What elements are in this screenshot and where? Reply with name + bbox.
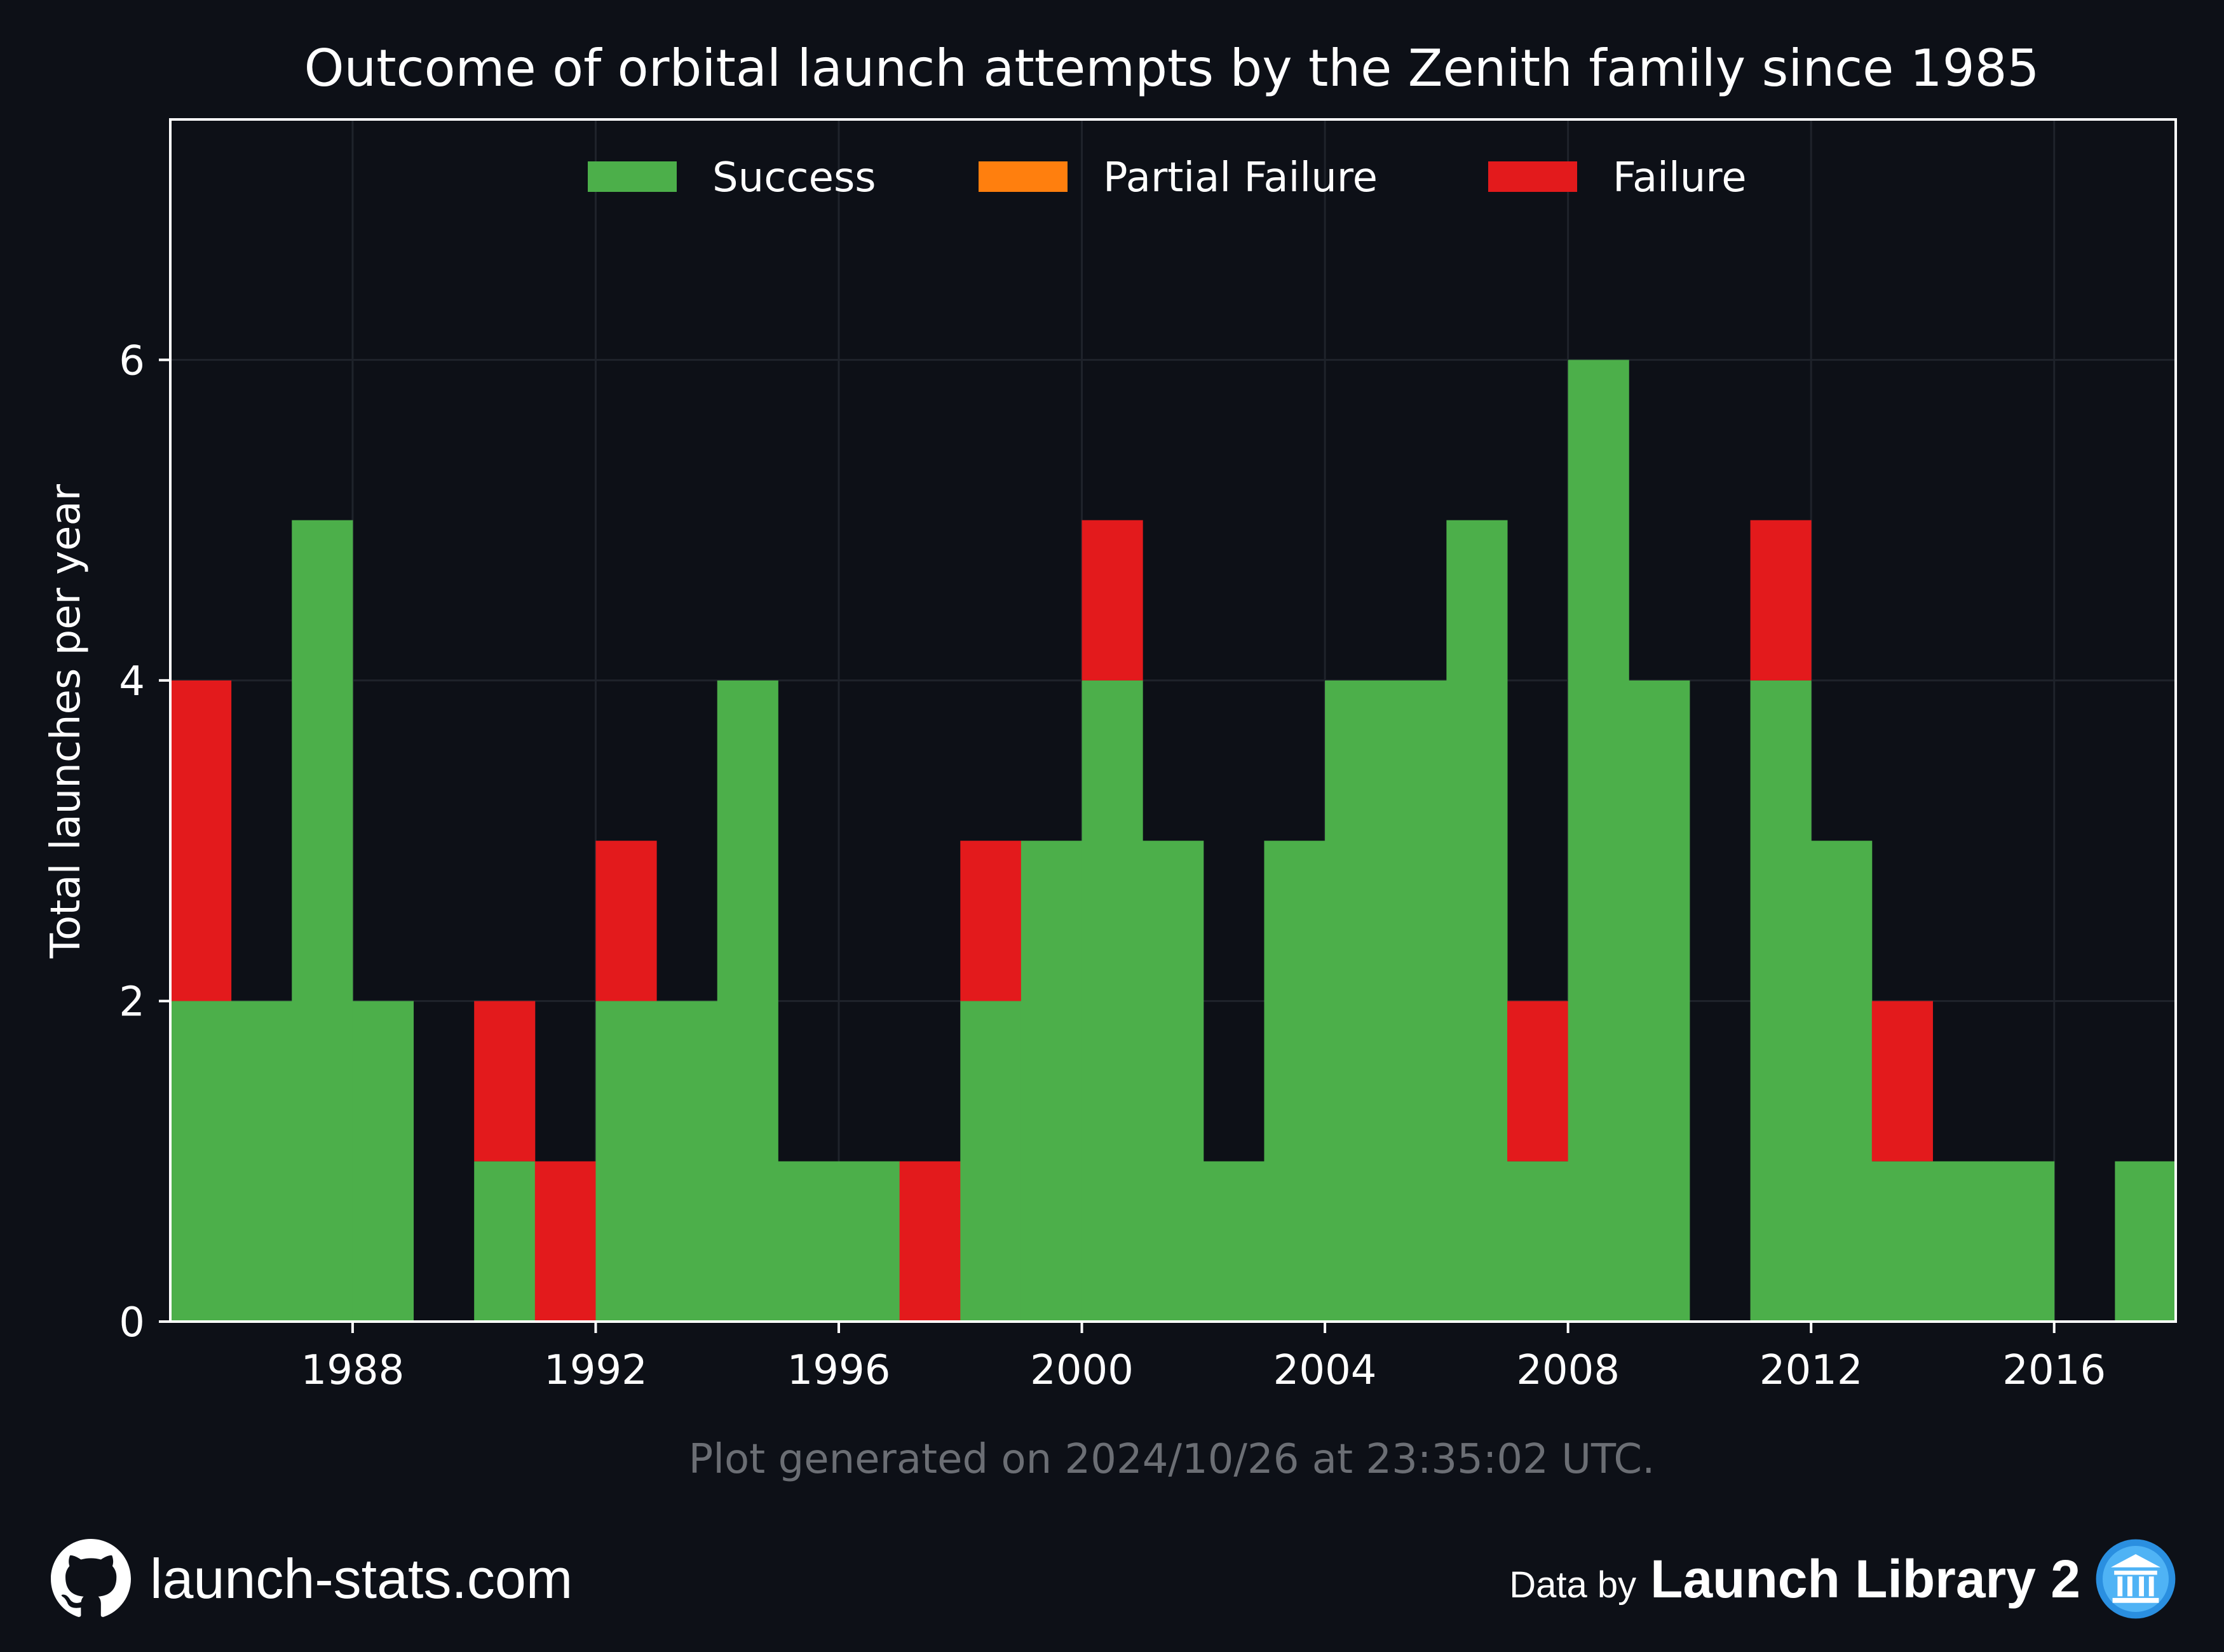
footnote: Plot generated on 2024/10/26 at 23:35:02… <box>689 1436 1655 1483</box>
bar-failure <box>170 680 232 1001</box>
legend: Success Partial Failure Failure <box>588 154 1747 201</box>
bar-failure <box>899 1161 961 1322</box>
legend-label: Success <box>712 154 876 201</box>
bar-success <box>352 1001 414 1322</box>
y-axis-label: Total launches per year <box>43 484 90 959</box>
bar-success <box>1264 841 1326 1322</box>
footer-left: launch-stats.com <box>51 1538 573 1620</box>
bar-success <box>1871 1161 1933 1322</box>
bar-success <box>1993 1161 2055 1322</box>
legend-swatch-success <box>588 161 677 192</box>
bar-failure <box>534 1161 596 1322</box>
y-tick-label: 4 <box>119 658 145 705</box>
legend-label: Partial Failure <box>1103 154 1378 201</box>
bar-success <box>1629 680 1690 1322</box>
bar-failure <box>1507 1001 1569 1161</box>
bar-success <box>595 1001 657 1322</box>
bar-success <box>1507 1161 1569 1322</box>
plot-frame <box>169 118 2177 1323</box>
github-icon[interactable] <box>51 1539 131 1619</box>
launch-library-icon <box>2096 1539 2176 1619</box>
bar-failure <box>1081 520 1143 680</box>
legend-label: Failure <box>1613 154 1747 201</box>
bar-success <box>839 1161 900 1322</box>
bar-success <box>292 520 353 1322</box>
bar-success <box>656 1001 718 1322</box>
bar-failure <box>960 841 1022 1001</box>
bar-success <box>231 1001 292 1322</box>
x-tick-label: 2016 <box>2002 1347 2106 1394</box>
bar-success <box>170 1001 232 1322</box>
bar-failure <box>474 1001 536 1161</box>
bar-success <box>1750 680 1812 1322</box>
bar-success <box>960 1001 1022 1322</box>
bar-success <box>1203 1161 1265 1322</box>
x-tick-label: 2012 <box>1760 1347 1863 1394</box>
bar-success <box>1325 680 1387 1322</box>
bar-success <box>1020 841 1083 1322</box>
chart-title: Outcome of orbital launch attempts by th… <box>304 39 2040 98</box>
y-tick-label: 6 <box>119 337 145 384</box>
x-tick-label: 1988 <box>301 1347 404 1394</box>
legend-swatch-partial-failure <box>979 161 1068 192</box>
x-tick-label: 2000 <box>1030 1347 1134 1394</box>
x-tick-label: 1992 <box>544 1347 648 1394</box>
bar-success <box>1811 841 1873 1322</box>
bar-success <box>1446 520 1508 1322</box>
bar-success <box>1568 360 1629 1322</box>
bar-success <box>1081 680 1143 1322</box>
site-link[interactable]: launch-stats.com <box>150 1547 573 1610</box>
bar-success <box>1932 1161 1994 1322</box>
bar-success <box>2115 1161 2176 1322</box>
legend-swatch-failure <box>1488 161 1577 192</box>
x-tick-label: 1996 <box>787 1347 891 1394</box>
y-tick-label: 0 <box>119 1299 145 1346</box>
bar-success <box>778 1161 839 1322</box>
bar-failure <box>595 841 657 1001</box>
data-by-label: Data by <box>1509 1564 1637 1606</box>
axes: 1988 1992 1996 2000 2004 2008 2012 2016 0 2 4 6 <box>119 118 2177 1394</box>
x-tick-label: 2004 <box>1273 1347 1377 1394</box>
bar-success <box>1385 680 1447 1322</box>
footer-right: Data by Launch Library 2 <box>1509 1538 2177 1620</box>
bar-failure <box>1750 520 1812 680</box>
y-tick-label: 2 <box>119 978 145 1026</box>
bars <box>170 360 2176 1322</box>
bar-success <box>717 680 778 1322</box>
source-link[interactable]: Launch Library 2 <box>1650 1548 2080 1609</box>
bar-success <box>1143 841 1204 1322</box>
bar-success <box>474 1161 536 1322</box>
bar-failure <box>1871 1001 1933 1161</box>
x-tick-label: 2008 <box>1516 1347 1620 1394</box>
